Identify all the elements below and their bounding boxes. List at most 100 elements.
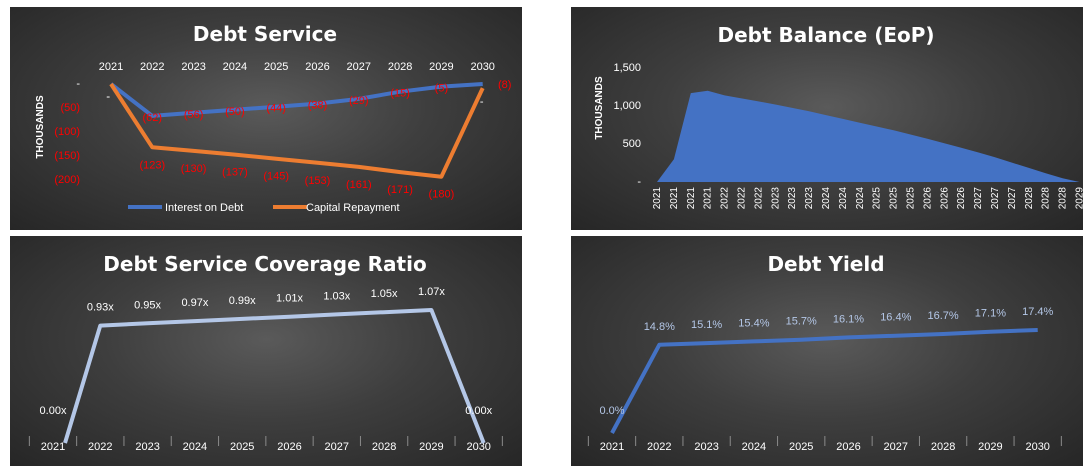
x-tick-label: 2026: [922, 187, 933, 210]
x-tick-label: 2025: [872, 187, 883, 210]
x-tick-label: 2025: [906, 187, 917, 210]
x-tick-label: 2029: [978, 441, 1002, 453]
x-tick-label: 2025: [789, 441, 813, 453]
x-tick-label: 2023: [694, 441, 718, 453]
data-label: (171): [387, 184, 413, 196]
y-tick-label: (150): [54, 150, 80, 162]
x-tick-label: 2025: [230, 441, 254, 453]
x-tick-label: 2027: [325, 441, 349, 453]
series-line-capital: [109, 82, 485, 179]
data-label: 17.1%: [975, 308, 1006, 320]
x-tick-label: 2024: [223, 61, 247, 73]
data-label: (38): [308, 100, 328, 112]
data-label: (62): [143, 112, 163, 124]
data-label: (123): [139, 159, 165, 171]
dscr-panel: Debt Service Coverage Ratio 2021 2022 2023…: [10, 236, 522, 466]
debt-balance-chart: Debt Balance (EoP) THOUSANDS - 500 1,000 1,…: [594, 23, 1084, 210]
data-label: -: [106, 91, 110, 103]
x-tick-label: 2021: [686, 187, 697, 210]
x-tick-label: 2021: [669, 187, 680, 210]
data-label: 15.4%: [738, 317, 769, 329]
x-tick-label: 2026: [305, 61, 329, 73]
data-label: (5): [435, 83, 448, 95]
debt-service-panel: Debt Service THOUSANDS 2021 2022 2023 2024 2…: [10, 7, 522, 230]
x-tick-label: 2024: [821, 187, 832, 210]
x-tick-label: 2026: [836, 441, 860, 453]
y-tick-label: (50): [60, 102, 80, 114]
x-tick-label: 2023: [135, 441, 159, 453]
data-label: (8): [498, 79, 511, 91]
chart-title: Debt Yield: [767, 252, 884, 276]
y-tick-label: -: [637, 176, 641, 188]
legend-label-capital: Capital Repayment: [306, 202, 400, 214]
x-tick-label: 2028: [372, 441, 396, 453]
y-axis-label: THOUSANDS: [594, 76, 605, 140]
debt-balance-panel: Debt Balance (EoP) THOUSANDS - 500 1,000 1,…: [571, 7, 1083, 230]
balance-area: [657, 90, 1083, 182]
data-label: 17.4%: [1022, 306, 1053, 318]
data-label: (137): [222, 167, 248, 179]
data-label: (161): [346, 179, 372, 191]
x-tick-label: 2022: [737, 187, 748, 210]
y-tick-label: -: [76, 78, 80, 90]
data-label: (44): [266, 103, 286, 115]
x-tick-label: 2022: [720, 187, 731, 210]
yield-line: [610, 328, 1038, 434]
x-tick-label: 2021: [600, 441, 624, 453]
x-tick-label: 2023: [181, 61, 205, 73]
dscr-chart: Debt Service Coverage Ratio 2021 2022 2023…: [28, 252, 503, 453]
x-tick-label: 2023: [804, 187, 815, 210]
x-tick-label: 2022: [140, 61, 164, 73]
y-tick-label: 500: [623, 138, 641, 150]
x-tick-label: 2029: [1075, 187, 1084, 210]
data-label: 1.05x: [371, 288, 398, 300]
data-label: 16.1%: [833, 313, 864, 325]
data-label: -: [480, 96, 484, 108]
data-label: 0.0%: [599, 405, 624, 417]
x-tick-label: 2026: [939, 187, 950, 210]
x-tick-label: 2029: [429, 61, 453, 73]
data-label: (29): [349, 95, 369, 107]
x-tick-label: 2023: [787, 187, 798, 210]
x-tick-label: 2021: [652, 187, 663, 210]
data-label: 1.01x: [276, 293, 303, 305]
data-label: (145): [263, 171, 289, 183]
data-label: (56): [184, 109, 204, 121]
data-label: 1.03x: [323, 290, 350, 302]
data-label: (180): [429, 189, 455, 201]
x-tick-label: 2022: [753, 187, 764, 210]
data-label: 15.1%: [691, 319, 722, 331]
data-label: (153): [305, 175, 331, 187]
x-tick-label: 2027: [1007, 187, 1018, 210]
x-tick-label: 2030: [466, 441, 490, 453]
x-tick-label: 2027: [990, 187, 1001, 210]
x-tick-label: 2024: [183, 441, 207, 453]
debt-yield-chart: Debt Yield 2021 2022 2023 2024 2025 2026 2027 2…: [587, 252, 1062, 453]
x-tick-label: 2024: [742, 441, 766, 453]
data-label: 15.7%: [786, 316, 817, 328]
x-tick-label: 2022: [647, 441, 671, 453]
x-tick-label: 2025: [889, 187, 900, 210]
data-label: (15): [390, 88, 410, 100]
data-label: 0.99x: [229, 295, 256, 307]
y-tick-label: 1,000: [613, 100, 641, 112]
debt-service-chart: Debt Service THOUSANDS 2021 2022 2023 2024 2…: [35, 22, 511, 214]
x-tick-label: 2021: [703, 187, 714, 210]
data-label: 0.93x: [87, 302, 114, 314]
x-tick-label: 2023: [770, 187, 781, 210]
x-tick-label: 2028: [388, 61, 412, 73]
data-label: 0.00x: [465, 405, 492, 417]
x-tick-label: 2029: [419, 441, 443, 453]
data-label: 0.00x: [40, 405, 67, 417]
data-label: 1.07x: [418, 286, 445, 298]
x-tick-label: 2027: [884, 441, 908, 453]
data-label: (50): [225, 106, 245, 118]
x-tick-label: 2028: [1041, 187, 1052, 210]
x-tick-label: 2027: [347, 61, 371, 73]
data-label: (130): [181, 163, 207, 175]
chart-title: Debt Service Coverage Ratio: [103, 252, 426, 276]
x-tick-label: 2030: [470, 61, 494, 73]
series-line-interest: [109, 82, 483, 118]
x-tick-label: 2027: [973, 187, 984, 210]
data-label: 16.4%: [880, 312, 911, 324]
